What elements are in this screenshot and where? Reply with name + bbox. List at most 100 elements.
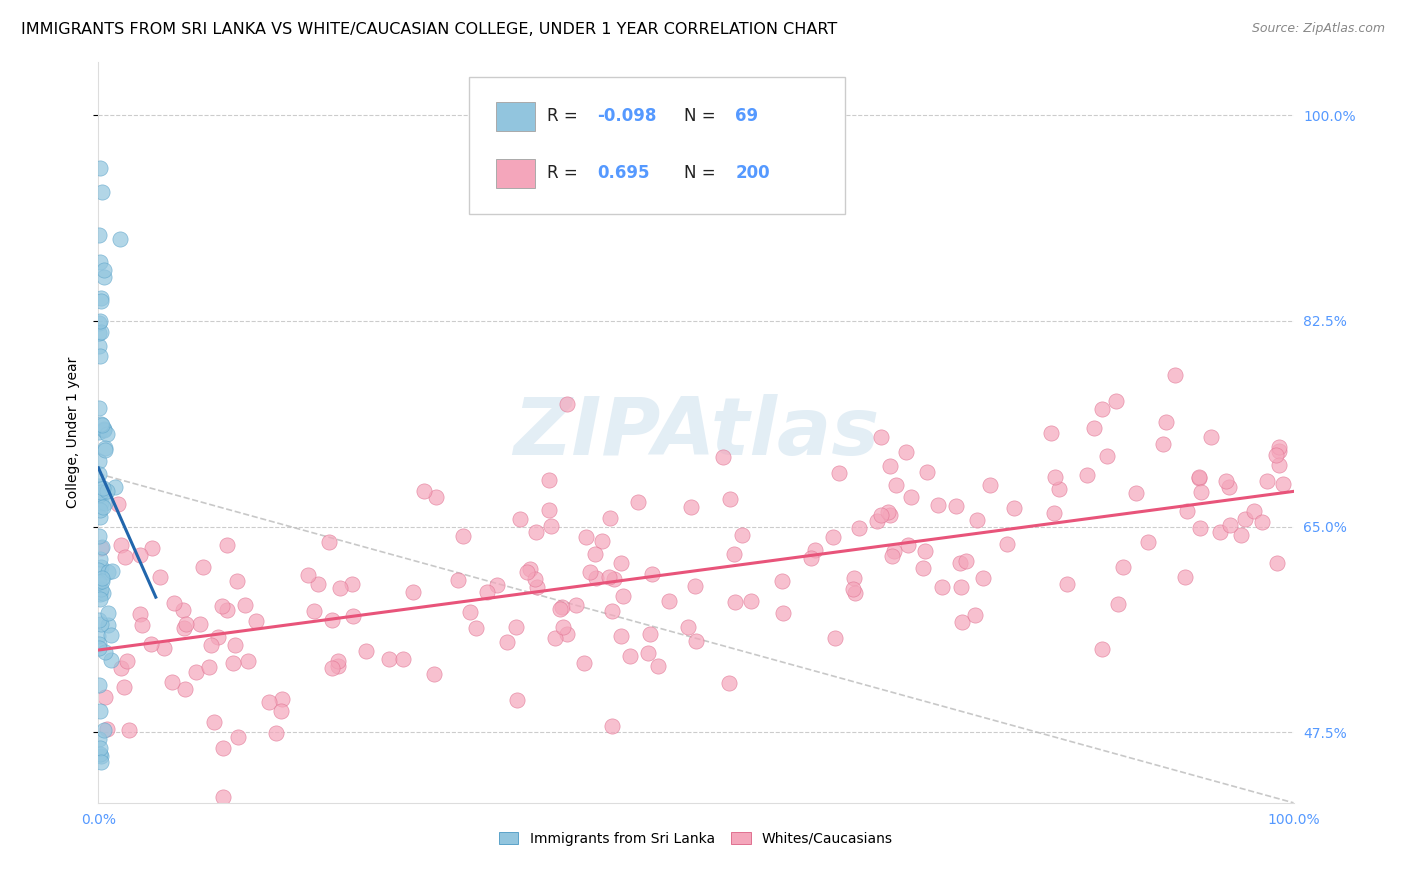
Point — [93, 585, 115, 599]
Point — [555, 397, 578, 411]
Point — [172, 603, 194, 617]
Point — [188, 616, 211, 631]
Text: IMMIGRANTS FROM SRI LANKA VS WHITE/CAUCASIAN COLLEGE, UNDER 1 YEAR CORRELATION C: IMMIGRANTS FROM SRI LANKA VS WHITE/CAUCA… — [21, 22, 838, 37]
Point — [89, 591, 111, 606]
Text: 69: 69 — [735, 108, 758, 126]
Point — [543, 631, 565, 645]
Point — [950, 615, 973, 629]
Point — [425, 491, 447, 505]
Point — [160, 675, 183, 690]
Point — [89, 510, 111, 524]
Point — [90, 748, 112, 763]
Point — [465, 622, 488, 636]
Point — [329, 581, 352, 595]
Point — [354, 644, 377, 658]
Point — [89, 161, 111, 176]
Point — [711, 450, 734, 464]
Point — [215, 538, 238, 552]
Text: Source: ZipAtlas.com: Source: ZipAtlas.com — [1251, 22, 1385, 36]
Point — [564, 598, 586, 612]
Point — [174, 617, 197, 632]
Point — [1265, 556, 1288, 570]
Point — [297, 567, 319, 582]
Point — [681, 500, 703, 514]
Point — [110, 661, 132, 675]
Point — [718, 492, 741, 507]
Point — [90, 560, 112, 574]
Point — [96, 722, 118, 736]
Point — [945, 500, 967, 514]
Point — [89, 314, 111, 328]
Point — [931, 580, 953, 594]
Point — [131, 618, 153, 632]
Point — [94, 442, 117, 456]
Point — [233, 599, 256, 613]
Point — [475, 585, 498, 599]
Point — [163, 596, 186, 610]
Point — [101, 564, 124, 578]
Point — [485, 578, 508, 592]
Point — [245, 614, 267, 628]
Point — [91, 500, 114, 514]
Point — [100, 628, 122, 642]
Point — [658, 594, 681, 608]
Point — [87, 641, 110, 656]
Point — [90, 294, 112, 309]
Point — [1230, 528, 1253, 542]
Point — [90, 417, 112, 431]
Point — [90, 541, 112, 555]
Point — [848, 521, 870, 535]
Point — [90, 325, 112, 339]
Point — [89, 316, 111, 330]
Y-axis label: College, Under 1 year: College, Under 1 year — [66, 357, 80, 508]
Point — [1091, 641, 1114, 656]
Point — [91, 541, 114, 555]
Point — [844, 571, 866, 585]
Point — [90, 582, 112, 596]
Point — [89, 740, 111, 755]
Point — [1042, 506, 1064, 520]
Point — [89, 339, 111, 353]
Point — [772, 606, 794, 620]
Text: N =: N = — [685, 164, 716, 183]
Point — [870, 508, 893, 522]
Point — [551, 599, 574, 614]
Text: N =: N = — [685, 108, 716, 126]
Point — [578, 565, 600, 579]
Point — [1002, 501, 1025, 516]
Point — [800, 551, 823, 566]
Point — [226, 574, 249, 589]
Point — [153, 641, 176, 656]
Point — [87, 678, 110, 692]
Point — [1271, 477, 1294, 491]
Point — [555, 627, 578, 641]
Point — [173, 621, 195, 635]
Point — [107, 497, 129, 511]
Point — [198, 659, 221, 673]
Point — [90, 484, 112, 499]
Point — [110, 538, 132, 552]
Point — [886, 478, 908, 492]
Point — [897, 538, 920, 552]
Point — [211, 599, 233, 614]
Point — [914, 543, 936, 558]
Point — [880, 549, 903, 563]
Point — [647, 659, 669, 673]
Point — [1091, 402, 1114, 417]
Point — [537, 473, 560, 487]
Point — [641, 566, 664, 581]
Point — [215, 603, 238, 617]
Point — [612, 589, 634, 603]
Text: ZIPAtlas: ZIPAtlas — [513, 393, 879, 472]
Point — [186, 665, 208, 680]
Point — [540, 519, 562, 533]
Point — [377, 652, 399, 666]
Point — [458, 605, 481, 619]
Point — [1243, 504, 1265, 518]
Point — [995, 537, 1018, 551]
Point — [94, 645, 117, 659]
Point — [89, 552, 111, 566]
Point — [97, 565, 120, 579]
Point — [966, 513, 988, 527]
Point — [1219, 518, 1241, 533]
